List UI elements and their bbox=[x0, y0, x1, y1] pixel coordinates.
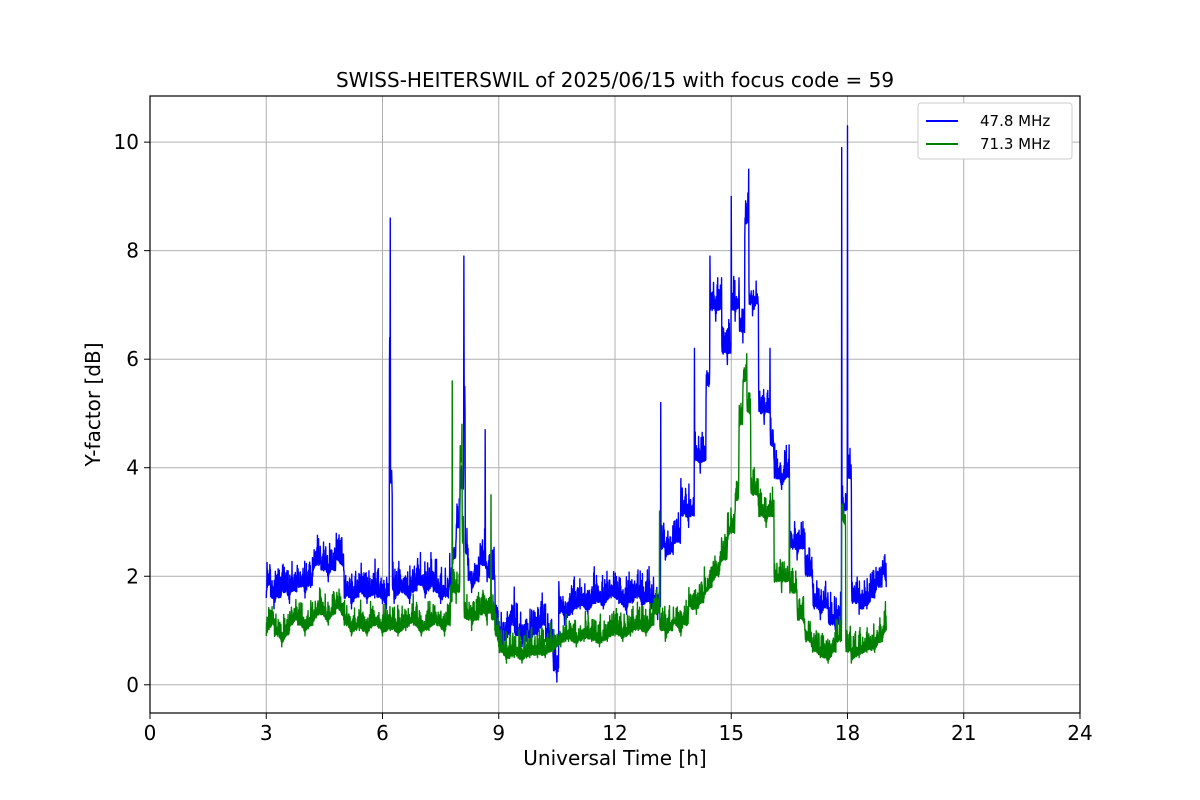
legend-label-71-3-mhz: 71.3 MHz bbox=[980, 135, 1050, 153]
x-tick-label: 6 bbox=[376, 721, 389, 745]
legend: 47.8 MHz 71.3 MHz bbox=[917, 102, 1073, 160]
data-layer bbox=[265, 125, 887, 683]
y-tick-label: 0 bbox=[126, 673, 139, 697]
x-tick-label: 24 bbox=[1067, 721, 1092, 745]
y-tick-label: 2 bbox=[126, 564, 139, 588]
series-line-47-8-mhz bbox=[265, 125, 887, 683]
series-line-71-3-mhz bbox=[265, 353, 887, 664]
x-tick-label: 12 bbox=[602, 721, 627, 745]
x-tick-label: 15 bbox=[719, 721, 744, 745]
x-axis-label: Universal Time [h] bbox=[523, 746, 706, 770]
x-tick-label: 9 bbox=[492, 721, 505, 745]
y-tick-label: 10 bbox=[114, 130, 139, 154]
y-tick-label: 6 bbox=[126, 347, 139, 371]
x-tick-label: 0 bbox=[144, 721, 157, 745]
y-tick-label: 4 bbox=[126, 456, 139, 480]
x-tick-label: 21 bbox=[951, 721, 976, 745]
legend-label-47-8-mhz: 47.8 MHz bbox=[980, 112, 1050, 130]
y-tick-label: 8 bbox=[126, 239, 139, 263]
y-axis-label: Y-factor [dB] bbox=[81, 342, 105, 467]
chart-title: SWISS-HEITERSWIL of 2025/06/15 with focu… bbox=[336, 68, 894, 92]
x-tick-label: 3 bbox=[260, 721, 273, 745]
x-tick-label: 18 bbox=[835, 721, 860, 745]
